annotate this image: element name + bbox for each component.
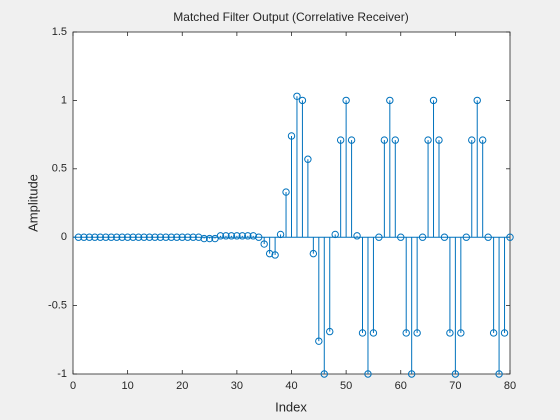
x-tick-label: 10: [122, 380, 134, 392]
chart-title: Matched Filter Output (Correlative Recei…: [173, 10, 408, 24]
stem-marker: [162, 233, 170, 241]
stem-marker: [440, 233, 449, 241]
stem-marker: [489, 329, 498, 337]
stem-marker: [386, 96, 394, 105]
y-tick-label: -1: [57, 368, 67, 380]
stem-marker: [216, 232, 225, 240]
stem-marker: [80, 233, 88, 241]
stem-marker: [457, 329, 465, 337]
stem-marker: [424, 136, 432, 144]
stem-marker: [429, 96, 438, 105]
stem-marker: [391, 136, 399, 144]
stem-marker: [249, 232, 257, 240]
stem-marker: [276, 230, 285, 239]
stem-marker: [500, 329, 509, 337]
stem-marker: [478, 136, 487, 144]
stem-marker: [151, 233, 159, 241]
stem-marker: [118, 233, 126, 241]
stem-marker: [320, 370, 328, 378]
stem-marker: [205, 234, 214, 243]
y-tick-label: 1: [61, 94, 67, 106]
stem-marker: [298, 96, 307, 105]
stem-marker: [451, 370, 460, 378]
stem-marker: [260, 240, 268, 248]
stem-marker: [194, 233, 203, 241]
stem-marker: [91, 233, 99, 241]
stem-marker: [189, 233, 197, 241]
stem-marker: [156, 233, 165, 241]
stem-marker: [462, 233, 470, 241]
stem-marker: [304, 155, 312, 163]
stem-marker: [173, 233, 181, 241]
stem-marker: [402, 329, 410, 337]
stem-marker: [468, 136, 476, 144]
x-tick-label: 70: [449, 380, 461, 392]
stem-marker: [227, 232, 236, 240]
stem-marker: [282, 188, 290, 196]
stem-marker: [413, 329, 421, 337]
stem-marker: [167, 233, 176, 241]
stem-marker: [145, 233, 154, 241]
stem-marker: [238, 232, 247, 240]
stem-marker: [473, 96, 481, 105]
stem-marker: [342, 96, 350, 105]
stem-marker: [287, 132, 296, 140]
stem-marker: [244, 232, 252, 240]
stem-marker: [326, 327, 334, 336]
stem-marker: [184, 233, 192, 241]
stem-marker: [200, 234, 208, 243]
stem-marker: [265, 249, 274, 258]
stem-marker: [293, 92, 301, 100]
stem-marker: [418, 233, 427, 241]
stem-marker: [271, 251, 279, 259]
stem-marker: [506, 233, 514, 241]
stem-marker: [140, 233, 148, 241]
stem-marker: [435, 136, 443, 144]
x-tick-label: 40: [285, 380, 297, 392]
stem-marker: [407, 370, 416, 378]
stem-marker: [336, 136, 345, 144]
x-tick-label: 80: [504, 380, 516, 392]
stem-marker: [233, 232, 241, 240]
stem-marker: [102, 233, 110, 241]
y-tick-label: 0: [61, 231, 67, 243]
stem-marker: [353, 232, 361, 240]
stem-marker: [255, 233, 263, 241]
stem-marker: [222, 232, 230, 240]
x-tick-label: 0: [70, 380, 76, 392]
x-tick-label: 50: [340, 380, 352, 392]
stem-marker: [347, 136, 356, 144]
stem-marker: [309, 249, 318, 258]
y-tick-label: 1.5: [52, 26, 67, 38]
stem-marker: [113, 233, 121, 241]
stem-marker: [369, 329, 378, 337]
x-axis-label: Index: [275, 399, 307, 414]
stem-marker: [484, 233, 492, 241]
stem-marker: [331, 230, 339, 239]
stem-marker: [178, 233, 186, 241]
y-axis-label: Amplitude: [25, 174, 40, 232]
stem-marker: [446, 329, 454, 337]
stem-marker: [380, 136, 389, 144]
stem-marker: [123, 233, 132, 241]
y-tick-label: 0.5: [52, 163, 67, 175]
stem-marker: [85, 233, 94, 241]
stem-marker: [358, 329, 367, 337]
stem-marker: [375, 233, 383, 241]
stem-marker: [495, 370, 503, 378]
stem-marker: [364, 370, 372, 378]
x-tick-label: 20: [176, 380, 188, 392]
y-tick-label: -0.5: [48, 300, 67, 312]
stem-marker: [96, 233, 105, 241]
x-tick-label: 30: [231, 380, 243, 392]
stem-marker: [315, 337, 323, 345]
stem-marker: [134, 233, 143, 241]
stem-marker: [74, 233, 83, 241]
x-tick-label: 60: [395, 380, 407, 392]
stem-marker: [129, 233, 137, 241]
stem-marker: [397, 233, 405, 241]
stem-marker: [107, 233, 115, 241]
